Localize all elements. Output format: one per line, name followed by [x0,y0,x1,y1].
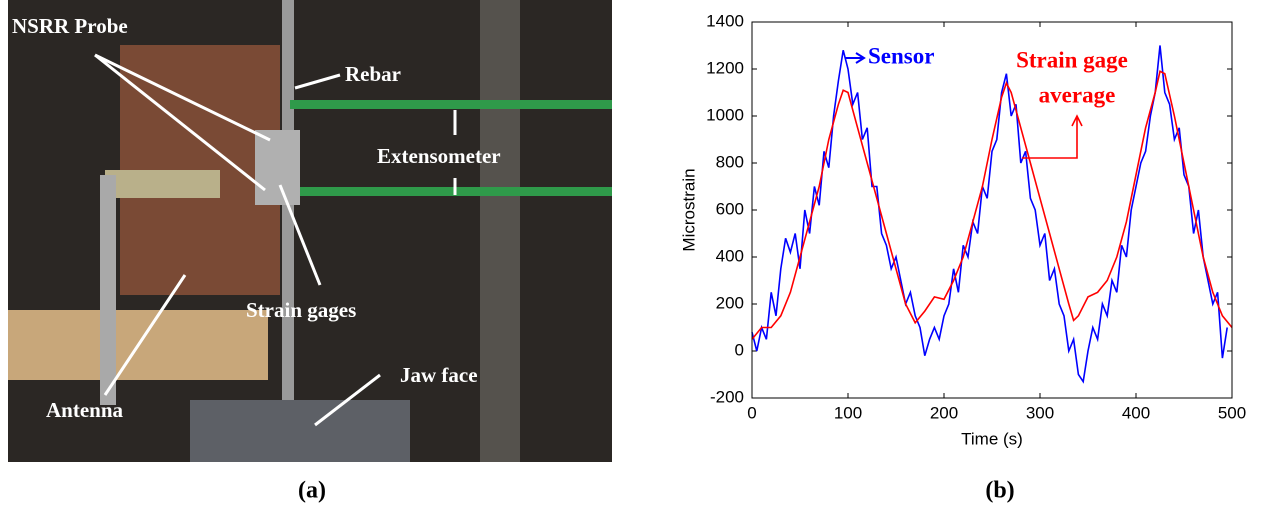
photo-rebar [282,0,294,462]
photo-arrows [94,53,457,427]
photo-extensometer-arm [290,100,612,109]
annotation-arrow [1022,114,1083,159]
x-tick-label: 200 [930,403,958,422]
x-tick-label: 400 [1122,403,1150,422]
y-tick-label: -200 [710,387,744,406]
caption: (a) [298,478,326,504]
plot-frame [751,21,1233,399]
y-axis-label: Microstrain [679,168,698,251]
y-tick-label: 400 [716,246,744,265]
photo-clamp [255,130,300,205]
x-tick-label: 300 [1026,403,1054,422]
photo-label: NSRR Probe [12,14,128,38]
photo-label: Strain gages [246,298,356,322]
x-axis-label: Time (s) [961,429,1023,448]
photo-extensometer-arm [290,187,612,196]
photo-label: Rebar [345,62,401,86]
y-tick-label: 0 [735,340,744,359]
y-tick-label: 1400 [706,11,744,30]
annotation: average [1039,82,1116,107]
photo-background [8,0,612,462]
y-tick-label: 800 [716,152,744,171]
photo-label: Extensometer [377,144,501,168]
x-tick-label: 0 [747,403,756,422]
photo-strip [105,170,220,198]
photo-label: Jaw face [400,363,478,387]
y-tick-label: 200 [716,293,744,312]
photo-jaw [190,400,410,462]
y-tick-label: 1200 [706,58,744,77]
photo-antenna [100,175,116,405]
series-line [751,70,1233,340]
y-tick-label: 600 [716,199,744,218]
y-tick-label: 1000 [706,105,744,124]
annotation: Sensor [868,43,934,68]
x-tick-label: 500 [1218,403,1246,422]
annotation: Strain gage [1016,47,1128,72]
photo: NSRR Probe Rebar Extensometer Strain gag… [8,0,612,462]
series-line [751,45,1228,384]
caption: (b) [985,478,1014,504]
photo-column [480,0,520,462]
annotation-arrow [845,52,866,64]
photo-label: Antenna [46,398,124,422]
x-tick-label: 100 [834,403,862,422]
